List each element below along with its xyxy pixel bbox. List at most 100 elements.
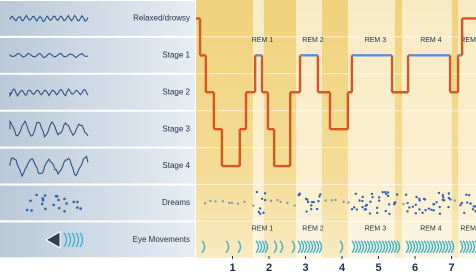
dream-dot [371,196,373,198]
dream-dot [424,198,426,200]
dream-dot [405,194,407,196]
rem-label: REM 5 [460,226,476,233]
dream-dot [378,196,380,198]
dream-icon-dot [29,199,32,202]
dream-dot [459,204,461,206]
dream-icon-dot [41,203,44,206]
dream-dot [317,200,319,202]
dream-dot [433,209,435,211]
dream-dot [361,206,363,208]
dream-dot [415,196,417,198]
dream-icon-dot [58,207,61,210]
dream-dot [448,192,450,194]
dream-dot [306,199,308,201]
dream-dot [371,193,373,195]
row-label: Stage 4 [162,161,190,170]
dream-dot [406,202,408,204]
dream-dot [376,207,378,209]
dream-dot [252,205,254,207]
dream-dot [364,208,366,210]
dream-dot [447,206,449,208]
dream-dot [264,199,266,201]
dream-dot [428,207,430,209]
dream-dot [387,195,389,197]
rem-label: REM 2 [302,226,324,233]
dream-dot [361,196,363,198]
dream-icon-dot [63,198,66,201]
dream-dot [381,191,383,193]
dream-icon-dot [30,209,33,212]
dream-dot [261,198,263,200]
x-tick-label: 6 [412,262,418,274]
dream-dot [384,191,386,193]
dream-dot [393,203,395,205]
dream-dot [442,194,444,196]
x-tick-label: 3 [302,262,308,274]
dream-icon-dot [35,194,38,197]
dream-dot [376,212,378,214]
dream-dot [463,212,465,214]
dream-dot [279,201,281,203]
dream-dot [449,198,451,200]
rem-label: REM 1 [252,37,274,44]
dream-dot [318,195,320,197]
dream-dot [454,199,456,201]
dream-icon-dot [44,208,47,211]
dream-icon-dot [26,209,29,212]
dream-dot [353,206,355,208]
dream-dot [262,212,264,214]
dream-dot [258,211,260,213]
dream-dot [347,201,349,203]
dream-dot [424,209,426,211]
dream-icon-dot [73,201,76,204]
dream-dot [316,208,318,210]
dream-dot [264,192,266,194]
rem-label: REM 1 [252,226,274,233]
dream-dot [324,199,326,201]
dream-dot [231,202,233,204]
dream-dot [311,201,313,203]
dream-dot [408,206,410,208]
dream-dot [276,199,278,201]
dream-dot [256,191,258,193]
x-tick-label: 1 [229,262,235,274]
dream-dot [310,204,312,206]
dream-dot [358,199,360,201]
dream-dot [396,193,398,195]
dream-icon-dot [52,204,55,207]
dream-dot [418,198,420,200]
dream-dot [361,200,363,202]
rem-label: REM 3 [365,226,387,233]
row-label: Stage 1 [162,50,190,59]
dream-dot [369,212,371,214]
dream-dot [214,200,216,202]
dream-dot [334,199,336,201]
dream-dot [430,209,432,211]
dream-dot [473,205,475,207]
dream-icon-dot [65,202,68,205]
dream-dot [435,201,437,203]
dream-dot [305,210,307,212]
dream-dot [204,202,206,204]
dream-dot [402,203,404,205]
dream-icon-dot [44,194,47,197]
dream-dot [378,199,380,201]
dream-dot [472,208,474,210]
dream-dot [433,203,435,205]
x-tick-label: 4 [339,262,346,274]
dream-dot [438,192,440,194]
dream-dot [310,208,312,210]
dream-dot [415,212,417,214]
dream-dot [412,206,414,208]
rem-label: REM 2 [302,37,324,44]
dream-dot [237,202,239,204]
dream-dot [468,194,470,196]
dream-dot [406,210,408,212]
dream-dot [270,200,272,202]
dream-dot [461,202,463,204]
dream-dot [228,202,230,204]
dream-dot [388,203,390,205]
dream-dot [355,193,357,195]
dream-dot [222,200,224,202]
dream-icon-dot [42,199,45,202]
